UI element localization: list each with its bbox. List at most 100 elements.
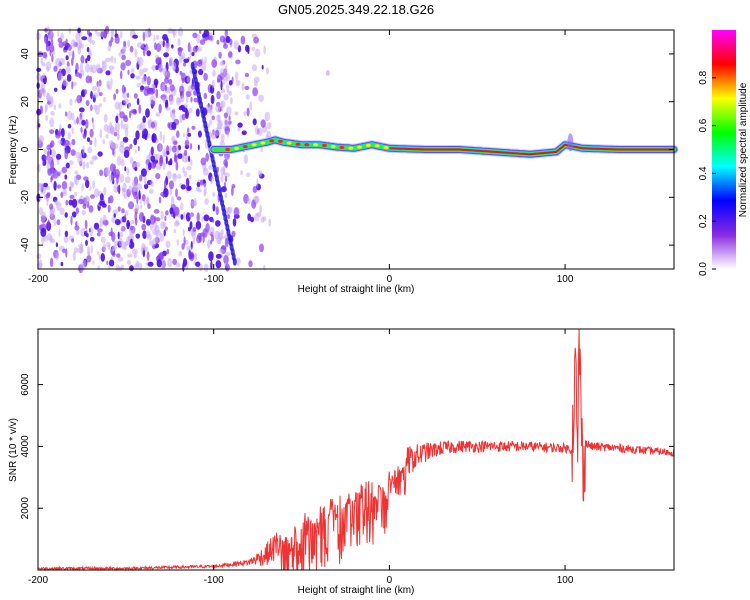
noise-blob <box>119 140 125 148</box>
noise-blob <box>106 260 109 266</box>
noise-blob <box>85 230 88 235</box>
noise-blob <box>175 161 179 171</box>
noise-blob <box>162 34 168 41</box>
noise-blob <box>116 129 120 135</box>
noise-blob <box>48 95 54 104</box>
noise-blob <box>192 32 198 39</box>
noise-blob <box>108 65 115 71</box>
noise-blob <box>204 56 207 64</box>
noise-blob <box>241 82 245 91</box>
noise-blob <box>162 134 165 144</box>
noise-blob <box>179 85 185 95</box>
noise-blob <box>116 133 120 141</box>
noise-blob <box>133 137 138 146</box>
noise-blob <box>164 106 171 111</box>
noise-blob <box>77 156 83 165</box>
noise-blob <box>160 210 164 220</box>
noise-blob <box>142 67 148 73</box>
noise-blob <box>120 119 124 130</box>
noise-blob <box>42 51 48 59</box>
noise-blob <box>135 260 140 267</box>
noise-blob <box>171 44 174 49</box>
noise-blob <box>135 75 141 80</box>
signal-blob <box>295 142 301 146</box>
noise-blob <box>325 70 330 77</box>
noise-blob <box>36 67 42 72</box>
spectrogram-x-tick-label: -100 <box>204 274 224 285</box>
noise-blob <box>158 103 162 114</box>
noise-blob <box>138 212 145 222</box>
signal-blob <box>278 139 283 143</box>
noise-blob <box>179 70 183 76</box>
noise-blob <box>91 64 97 74</box>
noise-blob <box>146 251 150 261</box>
noise-blob <box>49 257 54 268</box>
noise-blob <box>222 76 226 86</box>
streak-blob <box>232 257 237 266</box>
noise-blob <box>223 93 229 101</box>
noise-blob <box>100 236 106 244</box>
noise-blob <box>52 169 59 179</box>
noise-blob <box>112 209 119 216</box>
noise-blob <box>189 221 193 230</box>
noise-blob <box>134 217 138 226</box>
noise-blob <box>158 196 162 204</box>
noise-blob <box>46 233 53 241</box>
noise-blob <box>45 193 50 199</box>
noise-blob <box>223 182 226 188</box>
noise-blob <box>203 263 209 273</box>
noise-blob <box>64 150 69 160</box>
noise-blob <box>119 111 125 119</box>
noise-blob <box>203 72 208 81</box>
noise-blob <box>164 77 169 84</box>
noise-blob <box>138 104 142 114</box>
noise-blob <box>146 50 151 57</box>
noise-blob <box>123 116 129 123</box>
noise-blob <box>224 192 228 198</box>
signal-blob <box>383 146 389 150</box>
noise-blob <box>74 191 78 197</box>
noise-blob <box>220 80 223 91</box>
noise-blob <box>134 149 137 154</box>
noise-blob <box>231 186 234 196</box>
noise-blob <box>216 90 221 100</box>
noise-blob <box>176 239 180 246</box>
noise-blob <box>211 115 215 121</box>
noise-blob <box>97 228 103 233</box>
noise-blob <box>85 100 90 106</box>
noise-blob <box>207 231 211 236</box>
noise-blob <box>62 248 66 254</box>
noise-blob <box>55 153 62 160</box>
noise-blob <box>215 260 222 269</box>
noise-blob <box>201 216 204 222</box>
noise-blob <box>166 150 170 155</box>
noise-blob <box>232 218 237 227</box>
noise-blob <box>203 214 210 222</box>
noise-blob <box>153 209 160 214</box>
noise-blob <box>173 140 178 145</box>
noise-blob <box>256 178 259 188</box>
noise-blob <box>103 97 106 103</box>
noise-blob <box>141 243 145 252</box>
noise-blob <box>260 216 265 223</box>
noise-blob <box>171 145 177 153</box>
noise-blob <box>44 148 47 155</box>
noise-blob <box>75 71 80 77</box>
noise-blob <box>172 173 178 182</box>
noise-blob <box>91 39 96 46</box>
noise-blob <box>120 241 126 250</box>
noise-blob <box>225 64 228 74</box>
noise-blob <box>170 110 173 118</box>
noise-blob <box>84 219 88 230</box>
noise-blob <box>179 104 185 110</box>
noise-blob <box>127 69 130 76</box>
noise-blob <box>75 32 81 42</box>
noise-blob <box>94 137 97 148</box>
noise-blob <box>114 35 120 44</box>
noise-blob <box>110 36 114 43</box>
noise-blob <box>218 51 222 59</box>
noise-blob <box>101 65 106 72</box>
noise-blob <box>152 229 157 235</box>
noise-blob <box>131 163 136 168</box>
noise-blob <box>164 84 168 92</box>
